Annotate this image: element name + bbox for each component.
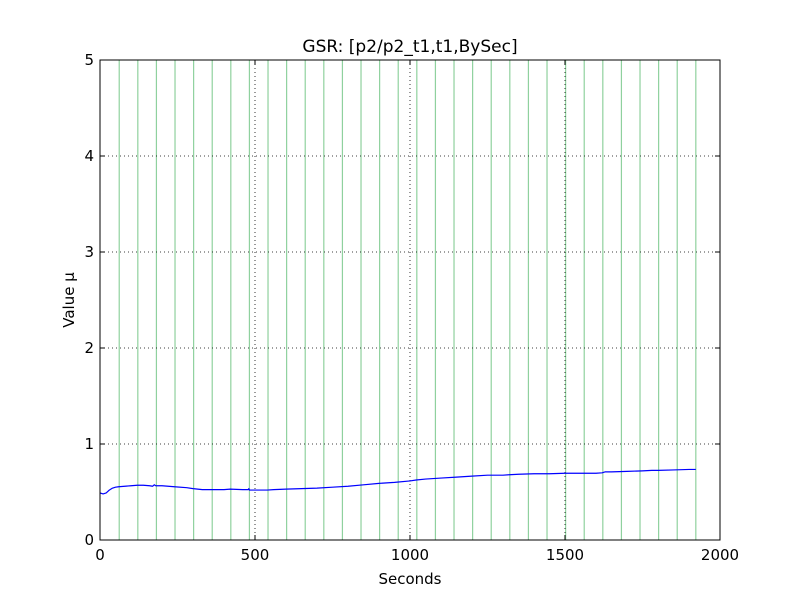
marker-lines <box>118 60 697 540</box>
y-tick-label-4: 4 <box>84 147 94 165</box>
series-line-0 <box>99 468 696 495</box>
tick-labels: 0 500 1000 1500 2000 0 1 2 3 4 5 <box>84 51 739 564</box>
y-tick-label-2: 2 <box>84 339 94 357</box>
chart-title: GSR: [p2/p2_t1,t1,BySec] <box>302 37 517 57</box>
x-axis-label: Seconds <box>378 570 441 588</box>
y-tick-label-5: 5 <box>84 51 94 69</box>
x-tick-label-3: 1500 <box>546 546 584 564</box>
x-tick-label-2: 1000 <box>391 546 429 564</box>
y-tick-label-0: 0 <box>84 531 94 549</box>
x-tick-label-0: 0 <box>95 546 105 564</box>
series-group <box>99 468 696 495</box>
x-tick-label-1: 500 <box>241 546 270 564</box>
x-tick-label-4: 2000 <box>701 546 739 564</box>
axis-ticks <box>99 59 721 541</box>
y-axis-label: Value μ <box>60 272 78 328</box>
y-tick-label-3: 3 <box>84 243 94 261</box>
y-tick-label-1: 1 <box>84 435 94 453</box>
grid-lines <box>100 60 720 540</box>
